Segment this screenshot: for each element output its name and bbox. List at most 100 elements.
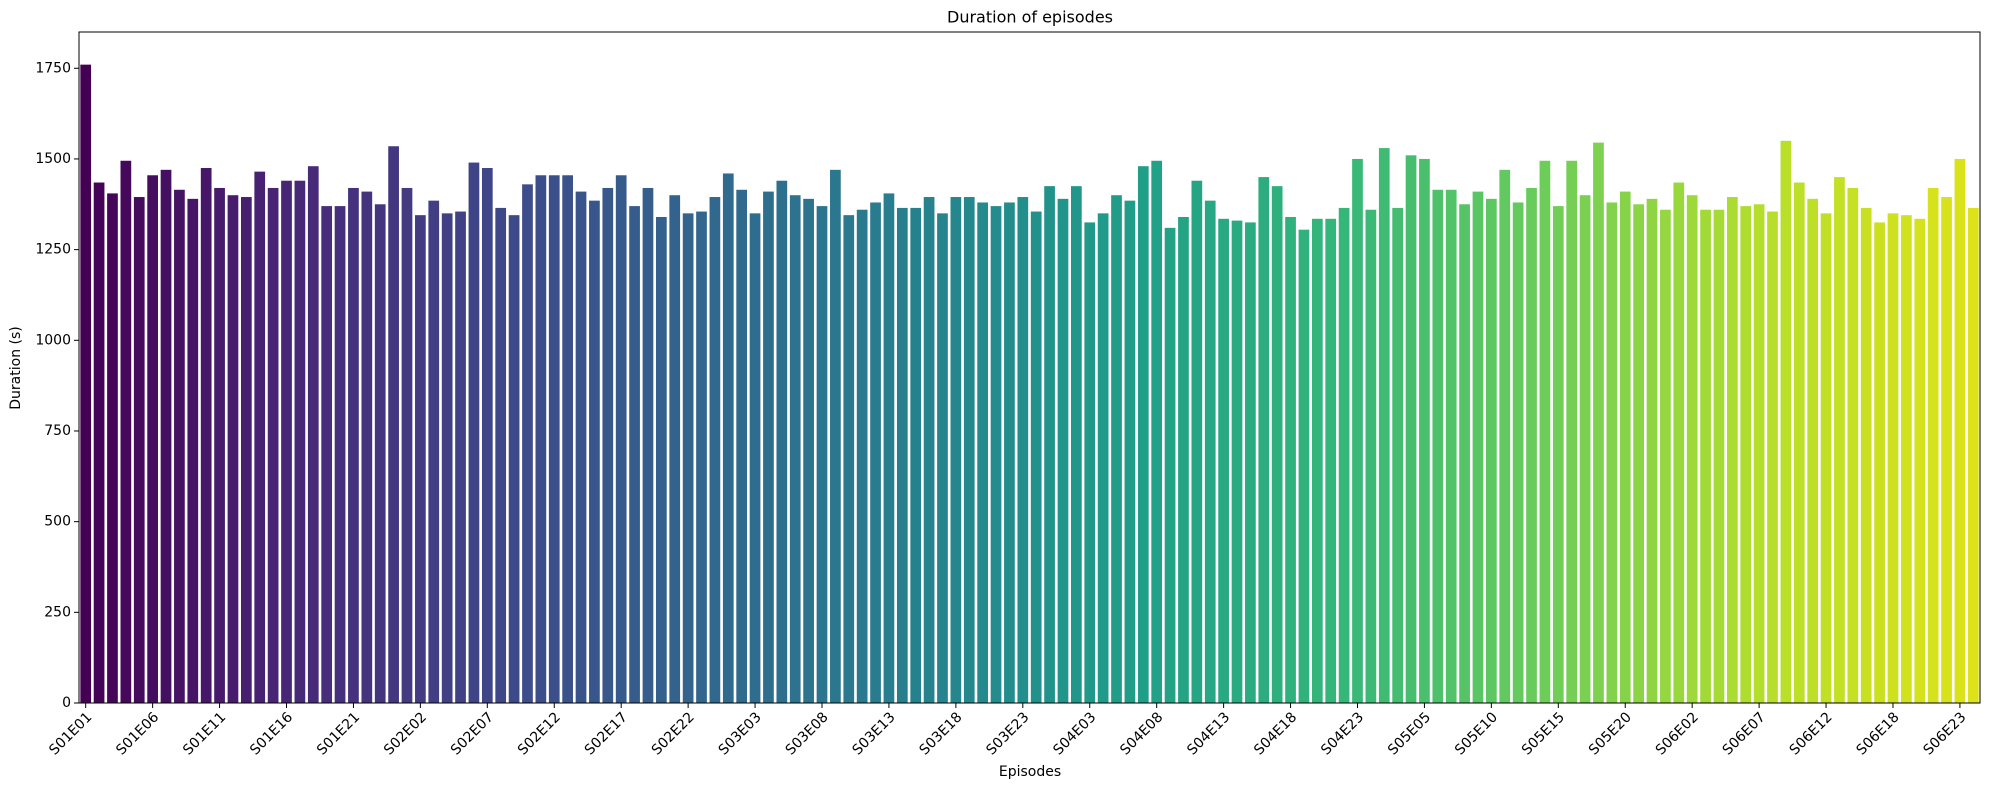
bar bbox=[963, 197, 975, 703]
bar bbox=[1419, 158, 1430, 704]
x-tick-label: S02E17 bbox=[582, 709, 631, 758]
y-tick-label: 500 bbox=[44, 514, 71, 530]
bar bbox=[1767, 211, 1778, 703]
bar bbox=[883, 193, 895, 703]
bar bbox=[1378, 148, 1390, 703]
x-tick-label: S02E07 bbox=[448, 709, 497, 758]
x-tick-label: S06E12 bbox=[1787, 709, 1836, 758]
bar bbox=[522, 184, 533, 703]
x-tick-label: S01E06 bbox=[113, 709, 162, 758]
bar bbox=[1097, 213, 1109, 703]
bar bbox=[1526, 187, 1537, 703]
y-tick-label: 0 bbox=[62, 695, 71, 711]
x-tick-label: S04E23 bbox=[1318, 709, 1367, 758]
bar bbox=[682, 213, 694, 703]
bar bbox=[1017, 197, 1029, 703]
bar bbox=[1258, 177, 1270, 704]
bar bbox=[80, 64, 92, 703]
x-tick-label: S01E01 bbox=[46, 709, 95, 758]
bar bbox=[200, 168, 212, 703]
x-axis-label: Episodes bbox=[999, 764, 1061, 780]
x-tick-label: S04E03 bbox=[1050, 709, 1099, 758]
x-tick-label: S03E03 bbox=[716, 709, 765, 758]
bar bbox=[937, 213, 948, 703]
bar bbox=[1807, 198, 1819, 703]
bar bbox=[1834, 177, 1845, 704]
bar bbox=[1579, 195, 1591, 703]
bar bbox=[1660, 209, 1671, 704]
bar bbox=[321, 206, 333, 703]
bar bbox=[1071, 186, 1082, 703]
x-tick-label: S05E05 bbox=[1385, 709, 1434, 758]
bar bbox=[240, 197, 252, 703]
x-tick-label: S03E13 bbox=[850, 709, 899, 758]
bar bbox=[1820, 213, 1832, 703]
bar bbox=[1124, 200, 1136, 704]
bar bbox=[1713, 209, 1725, 704]
bar bbox=[1914, 218, 1926, 704]
bar bbox=[508, 215, 520, 704]
bar bbox=[1700, 209, 1711, 704]
bar bbox=[1593, 142, 1604, 703]
bar bbox=[1927, 187, 1939, 703]
bar bbox=[120, 160, 132, 703]
bar bbox=[495, 207, 507, 703]
bar bbox=[575, 191, 587, 704]
bar bbox=[923, 197, 935, 703]
bar bbox=[1338, 207, 1350, 703]
bar bbox=[763, 191, 774, 704]
bar bbox=[147, 175, 158, 703]
bar bbox=[1793, 182, 1805, 704]
bar bbox=[1178, 216, 1189, 703]
y-tick-label: 1500 bbox=[35, 151, 71, 167]
x-tick-label: S02E02 bbox=[381, 709, 430, 758]
bar bbox=[749, 213, 761, 703]
bar bbox=[629, 206, 640, 703]
bar bbox=[1633, 204, 1644, 703]
x-tick-label: S06E07 bbox=[1720, 709, 1769, 758]
x-tick-label: S04E13 bbox=[1184, 709, 1233, 758]
bar bbox=[428, 200, 440, 704]
x-tick-label: S03E08 bbox=[783, 709, 832, 758]
x-tick-label: S01E16 bbox=[247, 709, 296, 758]
bar bbox=[642, 187, 654, 703]
bar bbox=[1499, 169, 1511, 703]
bar bbox=[789, 195, 801, 703]
x-tick-label: S01E11 bbox=[180, 709, 229, 758]
y-tick-label: 1750 bbox=[35, 60, 71, 76]
x-tick-label: S05E10 bbox=[1452, 709, 1501, 758]
bar bbox=[1432, 189, 1444, 703]
x-tick-label: S01E21 bbox=[314, 709, 363, 758]
bar bbox=[803, 198, 814, 703]
bar bbox=[776, 180, 788, 703]
bar bbox=[348, 187, 359, 703]
bar bbox=[977, 202, 988, 703]
bar bbox=[1084, 222, 1096, 703]
bar bbox=[1285, 216, 1296, 703]
bar bbox=[1887, 213, 1899, 703]
bar bbox=[133, 197, 145, 703]
bar bbox=[361, 191, 373, 704]
bar bbox=[294, 180, 306, 703]
bar bbox=[1847, 187, 1859, 703]
plot-frame bbox=[78, 31, 1981, 704]
bar bbox=[1512, 202, 1524, 703]
bar bbox=[468, 162, 480, 703]
bar bbox=[1151, 160, 1163, 703]
bar bbox=[1753, 204, 1765, 703]
bar bbox=[1405, 155, 1417, 704]
bar bbox=[93, 182, 105, 704]
x-tick-label: S02E22 bbox=[649, 709, 698, 758]
bar bbox=[896, 207, 908, 703]
bar bbox=[696, 211, 707, 703]
bar bbox=[1874, 222, 1885, 703]
x-tick-label: S06E02 bbox=[1653, 709, 1702, 758]
bar bbox=[1137, 166, 1149, 703]
bar bbox=[267, 187, 279, 703]
bar bbox=[1860, 207, 1872, 703]
bar bbox=[1486, 198, 1497, 703]
bar bbox=[455, 211, 466, 703]
bar bbox=[1726, 197, 1738, 703]
bar bbox=[1365, 209, 1377, 704]
